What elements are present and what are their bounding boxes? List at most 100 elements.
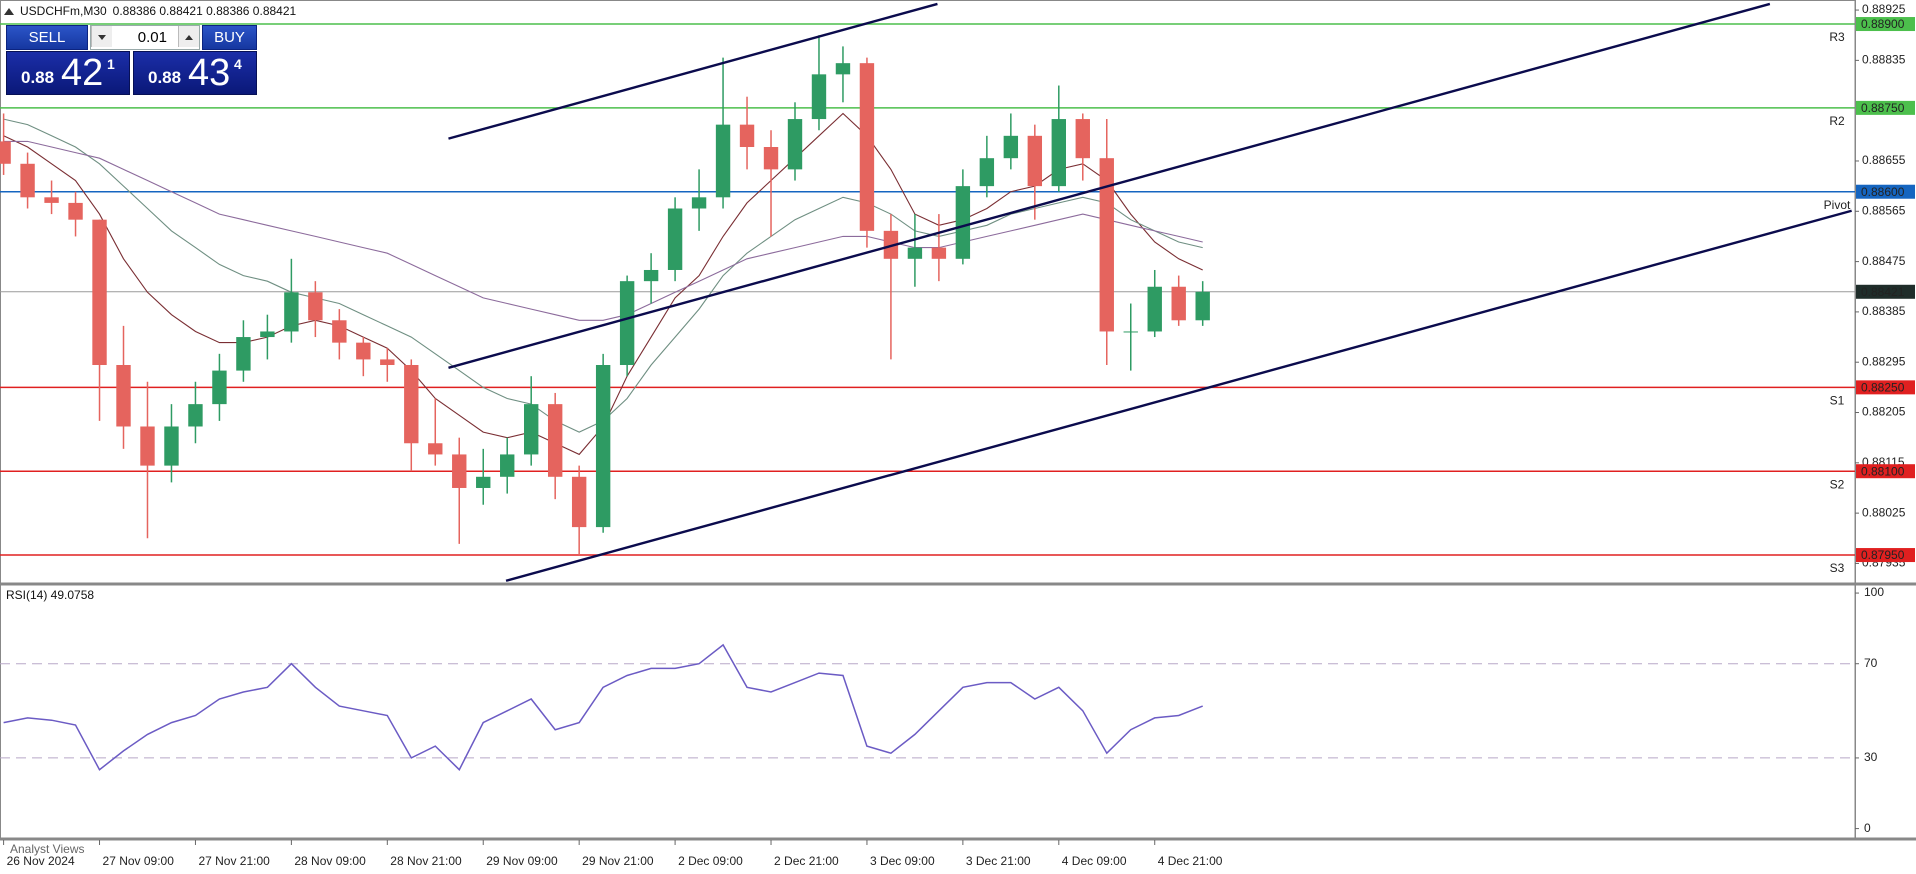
candle-body xyxy=(212,370,227,405)
candle-body xyxy=(44,197,59,203)
level-price-box xyxy=(1856,184,1915,199)
y-tick-label: 0 xyxy=(1864,821,1871,835)
ask-quote[interactable]: 0.88 43 4 xyxy=(133,51,257,95)
candle-body xyxy=(1147,286,1162,332)
level-price-box xyxy=(1856,17,1915,32)
candle-body xyxy=(571,476,587,528)
candle-body xyxy=(547,404,563,477)
trendline xyxy=(505,209,1852,582)
candle-body xyxy=(260,331,275,338)
x-tick-label: 26 Nov 2024 xyxy=(7,854,75,868)
x-tick-label: 3 Dec 21:00 xyxy=(966,854,1031,868)
level-price-box xyxy=(1856,100,1915,115)
buy-button[interactable]: BUY xyxy=(202,25,257,50)
ask-big: 0.88 xyxy=(148,68,182,87)
candle-body xyxy=(979,158,995,187)
candle-body xyxy=(404,365,419,444)
candle-body xyxy=(619,281,635,366)
rsi-line xyxy=(3,643,1203,771)
x-tick-label: 27 Nov 09:00 xyxy=(103,854,175,868)
y-tick-label: 0.88835 xyxy=(1862,53,1906,67)
candle-body xyxy=(452,454,467,488)
candle-body xyxy=(667,208,683,270)
candle-body xyxy=(691,197,707,209)
candle-body xyxy=(308,292,323,321)
pivot-level-name: R3 xyxy=(1829,30,1845,44)
candle-body xyxy=(116,365,131,427)
bid-quote[interactable]: 0.88 42 1 xyxy=(6,51,130,95)
candle-body xyxy=(811,74,827,120)
x-tick-label: 3 Dec 09:00 xyxy=(870,854,935,868)
candle-body xyxy=(1099,158,1114,332)
y-tick-label: 0.88025 xyxy=(1862,505,1906,519)
y-tick-label: 0.88475 xyxy=(1862,254,1906,268)
level-price-label: 0.88750 xyxy=(1861,101,1905,115)
candle-body xyxy=(1195,291,1210,321)
collapse-icon[interactable] xyxy=(4,7,14,15)
lot-decrease[interactable] xyxy=(91,26,112,47)
bid-sup: 1 xyxy=(107,56,115,72)
candle-body xyxy=(1051,119,1066,187)
pivot-level-name: S2 xyxy=(1830,477,1845,491)
pivot-level-name: Pivot xyxy=(1824,198,1851,212)
x-tick-label: 29 Nov 21:00 xyxy=(582,854,654,868)
x-tick-label: 27 Nov 21:00 xyxy=(198,854,270,868)
candle-body xyxy=(20,163,35,198)
level-price-label: 0.87950 xyxy=(1861,548,1905,562)
lot-increase[interactable] xyxy=(178,26,199,47)
candle-body xyxy=(140,426,155,466)
candle-body xyxy=(92,219,107,366)
candle-body xyxy=(715,124,731,198)
y-tick-label: 0.88925 xyxy=(1862,2,1906,16)
candle-body xyxy=(763,147,779,170)
candle-body xyxy=(739,124,755,148)
level-price-box xyxy=(1856,548,1915,563)
one-click-trading: SELL 0.01 BUY 0.88 42 1 0.88 43 4 xyxy=(6,25,257,96)
candle-body xyxy=(1123,331,1138,333)
moving-average xyxy=(3,140,1203,321)
y-tick-label: 0.88295 xyxy=(1862,354,1906,368)
plot-frame xyxy=(0,0,1856,839)
trendline xyxy=(448,2,938,140)
candle-body xyxy=(595,365,611,528)
candle-body xyxy=(380,359,395,366)
level-price-label: 0.88900 xyxy=(1861,17,1905,31)
x-tick-label: 2 Dec 09:00 xyxy=(678,854,743,868)
analyst-views-tab[interactable]: Analyst Views xyxy=(10,842,85,856)
candle-body xyxy=(236,337,251,371)
candle-body xyxy=(428,443,443,455)
trendline xyxy=(448,2,1771,369)
candle-body xyxy=(643,269,659,282)
candle-body xyxy=(787,119,803,170)
x-tick-label: 28 Nov 09:00 xyxy=(294,854,366,868)
candle-body xyxy=(907,247,923,259)
candle-body xyxy=(164,426,179,466)
bid-big: 0.88 xyxy=(21,68,55,87)
y-tick-label: 0.88385 xyxy=(1862,304,1906,318)
symbol: USDCHFm,M30 xyxy=(20,4,107,18)
y-tick-label: 0.88655 xyxy=(1862,153,1906,167)
level-price-label: 0.88600 xyxy=(1861,185,1905,199)
y-tick-label: 0.88205 xyxy=(1862,405,1906,419)
pivot-level-name: R2 xyxy=(1829,114,1845,128)
ask-main: 43 xyxy=(188,52,231,94)
sell-button[interactable]: SELL xyxy=(6,25,88,50)
y-tick-label: 0.88565 xyxy=(1862,203,1906,217)
candle-body xyxy=(835,63,851,75)
chart-header: USDCHFm,M30 0.88386 0.88421 0.88386 0.88… xyxy=(4,4,296,18)
candle-body xyxy=(0,141,11,164)
pivot-level-name: S3 xyxy=(1830,561,1845,575)
candle-body xyxy=(1075,119,1090,159)
y-tick-label: 70 xyxy=(1864,656,1878,670)
last-price-box xyxy=(1856,284,1915,299)
level-price-box xyxy=(1856,380,1915,395)
candle-body xyxy=(1003,135,1019,159)
candle-body xyxy=(1027,135,1043,187)
ask-sup: 4 xyxy=(234,56,242,72)
x-tick-label: 4 Dec 09:00 xyxy=(1062,854,1127,868)
rsi-title: RSI(14) 49.0758 xyxy=(6,588,95,602)
level-price-label: 0.88250 xyxy=(1861,381,1905,395)
last-price-label: 0.88421 xyxy=(1861,285,1905,299)
